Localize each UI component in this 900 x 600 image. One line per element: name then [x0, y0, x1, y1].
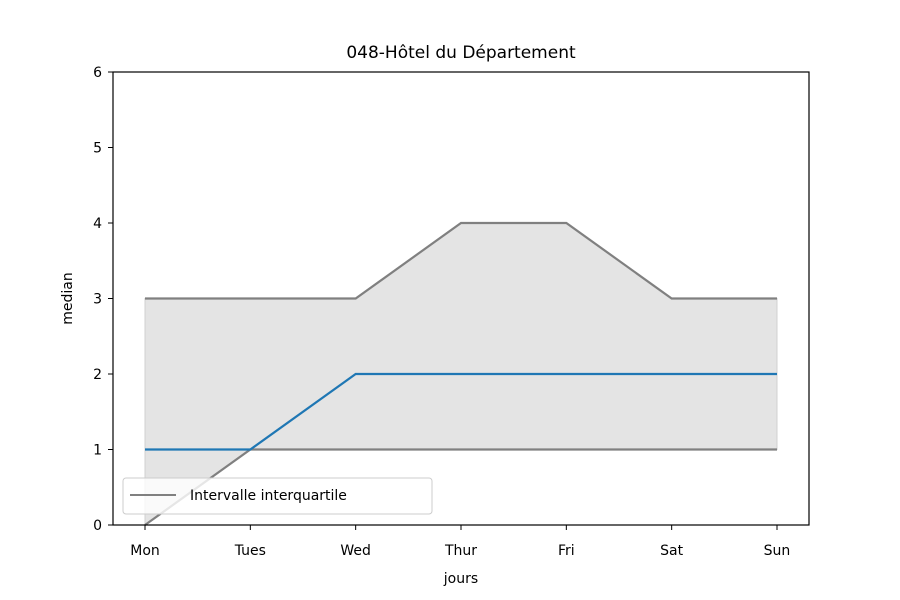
- series-layer: [144, 221, 777, 526]
- legend: Intervalle interquartile: [122, 477, 433, 515]
- y-tick-label: 3: [93, 292, 102, 308]
- y-tick-label: 6: [93, 65, 102, 81]
- legend-box: [122, 477, 433, 515]
- y-axis: 0 1 2 3 4 5 6: [93, 65, 113, 534]
- x-axis: Mon Tues Wed Thur Fri Sat Sun: [130, 525, 790, 559]
- x-tick-label: Sun: [764, 543, 791, 559]
- x-tick-label: Tues: [234, 543, 266, 559]
- y-tick-label: 1: [93, 443, 102, 459]
- x-axis-label: jours: [443, 571, 478, 587]
- q3-line: [145, 221, 777, 300]
- median-line: [145, 372, 777, 451]
- x-tick-label: Fri: [558, 543, 575, 559]
- legend-label: Intervalle interquartile: [190, 488, 347, 504]
- y-tick-label: 4: [93, 216, 102, 232]
- y-tick-label: 5: [93, 141, 102, 157]
- y-tick-label: 2: [93, 367, 102, 383]
- x-tick-label: Wed: [340, 543, 371, 559]
- x-tick-label: Thur: [444, 543, 477, 559]
- x-tick-label: Sat: [660, 543, 683, 559]
- y-tick-label: 0: [93, 518, 102, 534]
- x-tick-label: Mon: [130, 543, 160, 559]
- chart-title: 048-Hôtel du Département: [346, 43, 576, 63]
- y-axis-label: median: [60, 272, 76, 324]
